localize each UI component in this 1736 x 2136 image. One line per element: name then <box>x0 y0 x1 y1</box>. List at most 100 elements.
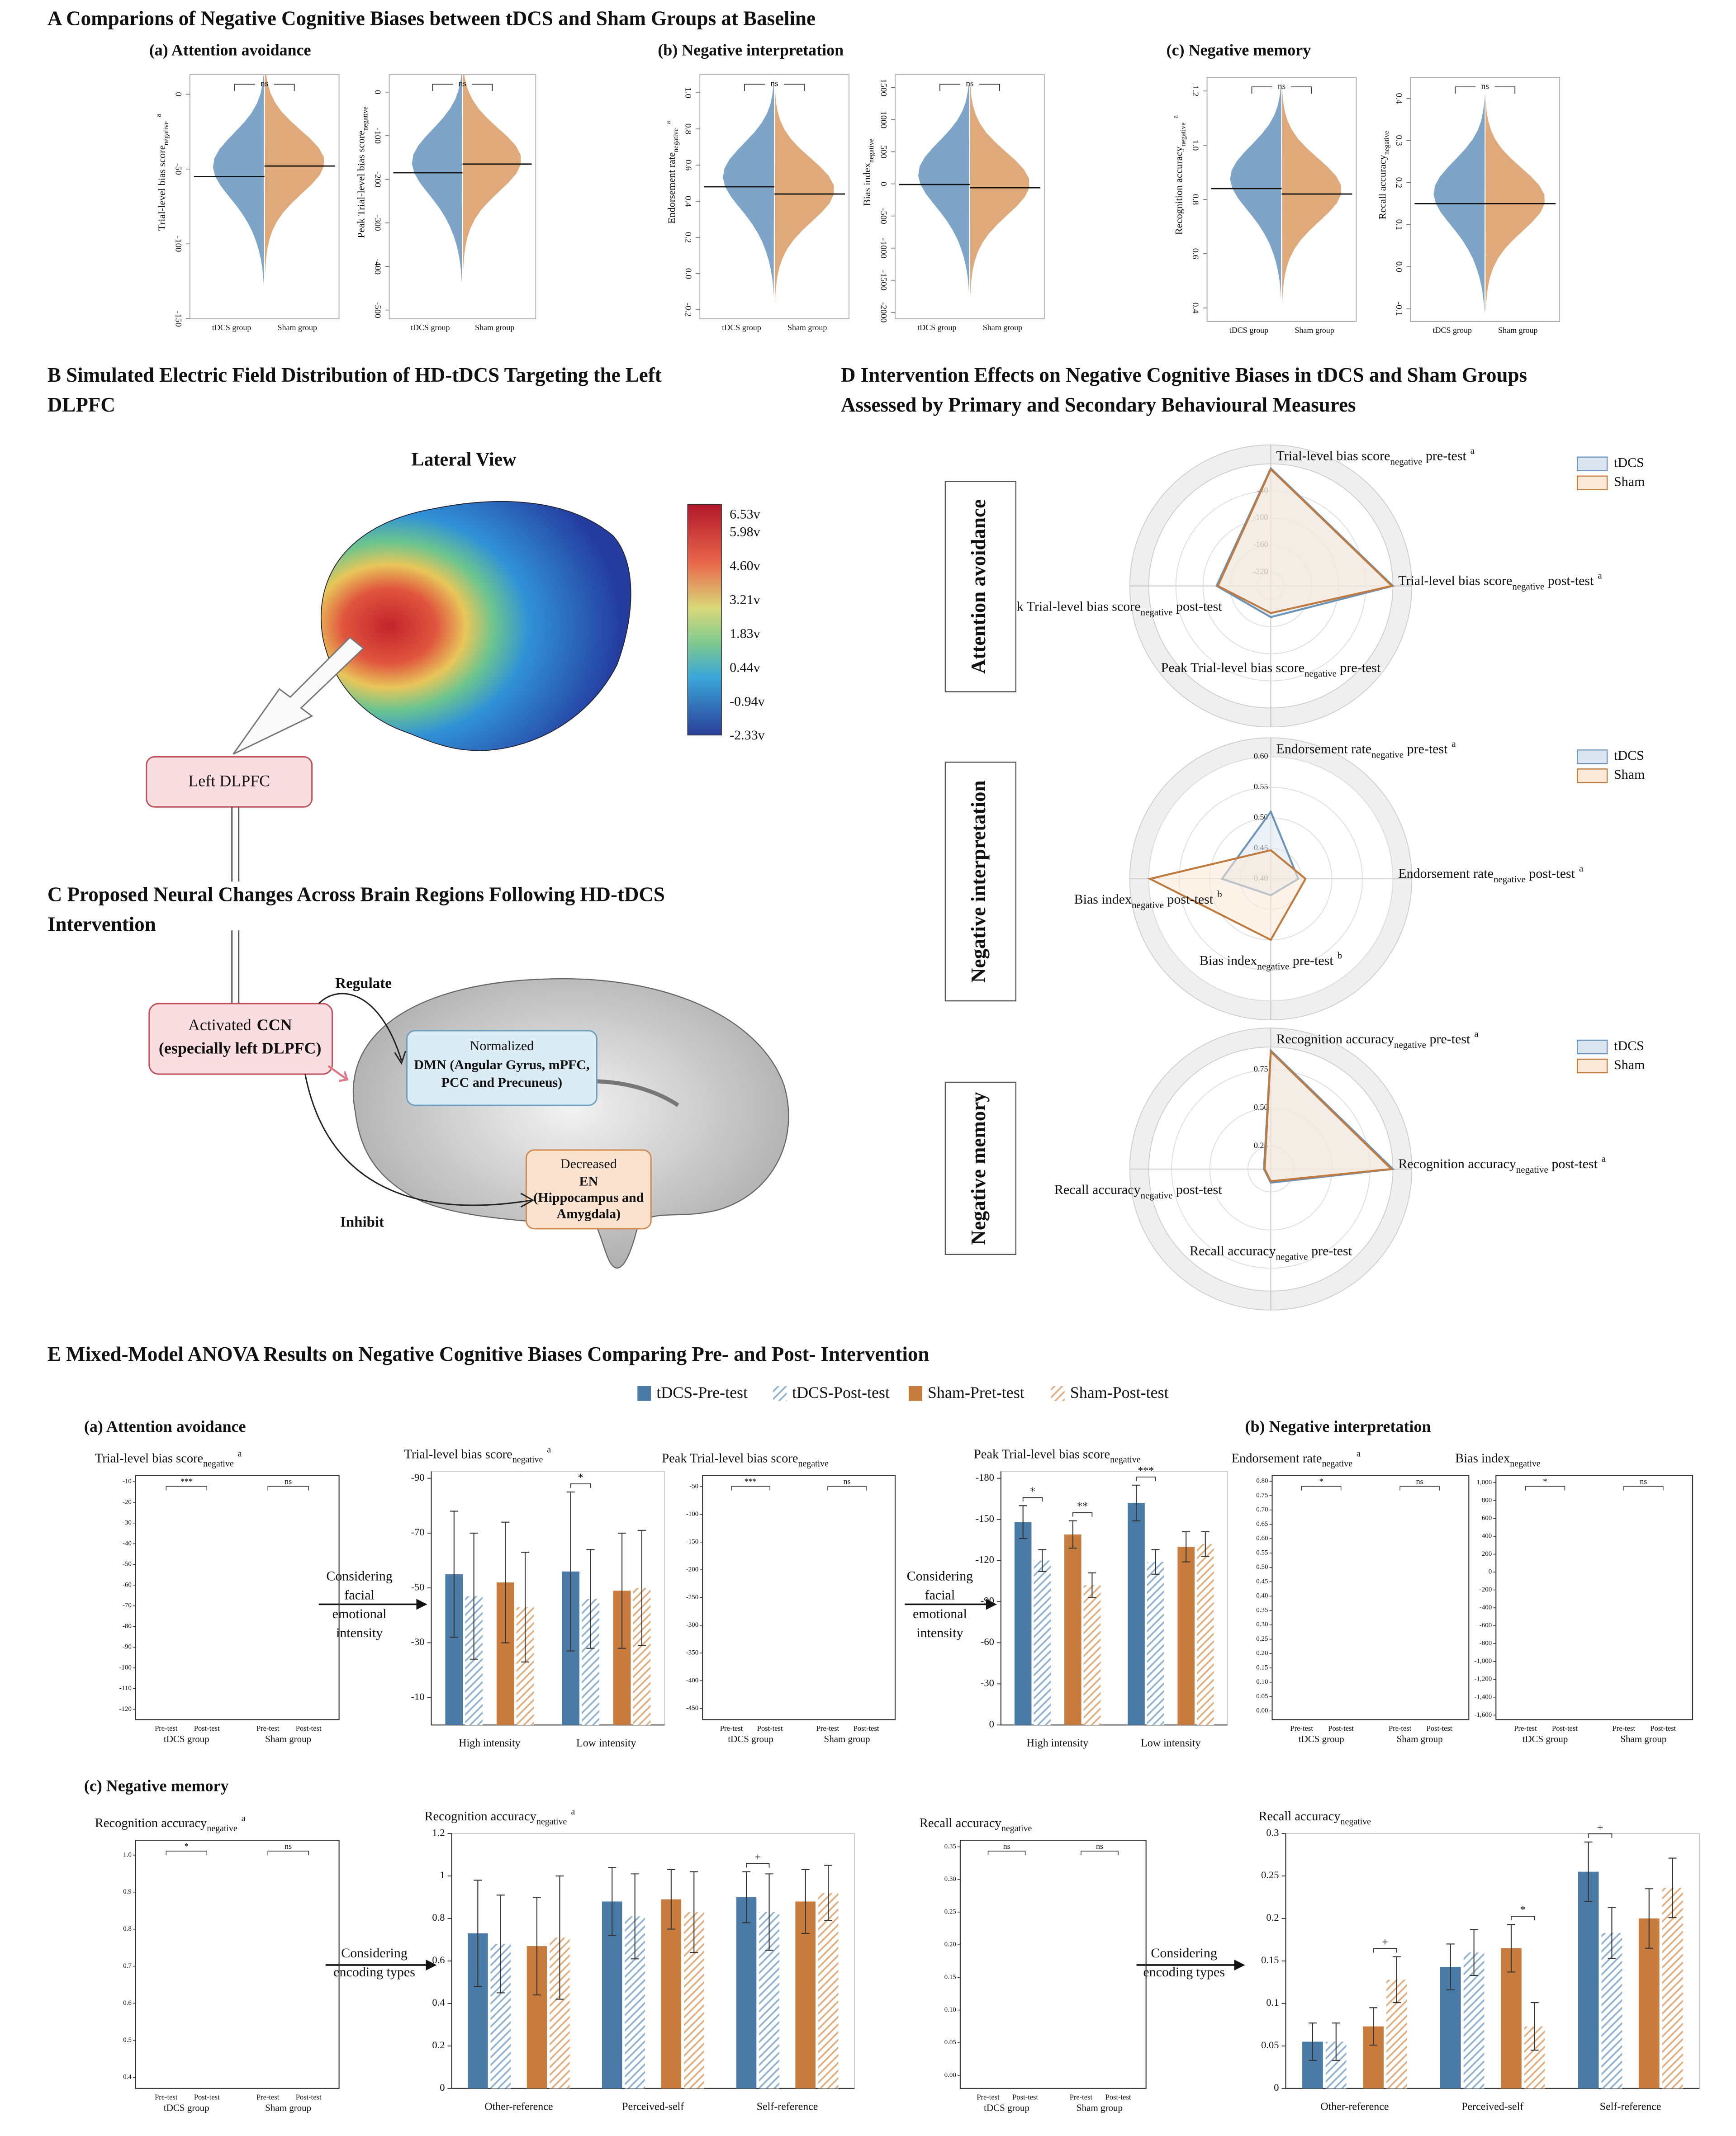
y-tick-label: 0.6 <box>432 1954 445 1965</box>
legend-swatch <box>637 1386 651 1401</box>
y-tick-label: -90 <box>981 1595 994 1606</box>
transition-label: encoding types <box>1143 1965 1225 1980</box>
section-label: (c) Negative memory <box>84 1776 229 1795</box>
y-tick-label: -110 <box>119 1685 132 1692</box>
x-tick-label: Pre-test <box>1514 1724 1537 1733</box>
axis-label: Recall accuracynegative post-test <box>1054 1182 1222 1201</box>
x-tick-label: Post-test <box>854 1724 879 1733</box>
transition-label: Considering <box>341 1946 408 1961</box>
y-tick-label: -1,000 <box>1475 1658 1492 1665</box>
y-axis-label-sup: a <box>155 114 162 117</box>
chart-title-sup: a <box>571 1807 575 1817</box>
arrow-head <box>416 1599 427 1610</box>
axis-label-text: Recall accuracy <box>1054 1182 1141 1197</box>
chart-title-sub: negative <box>207 1823 237 1833</box>
axis-label-text: Endorsement rate <box>1276 741 1372 756</box>
significance-bracket <box>267 1486 309 1491</box>
significance-bracket <box>987 1851 1026 1856</box>
en-line: Amygdala) <box>557 1207 621 1222</box>
y-tick-label: -70 <box>411 1526 425 1538</box>
y-tick-label: 0 <box>1274 2082 1279 2093</box>
x-tick-label: Self-reference <box>1600 2101 1661 2112</box>
x-tick-label: Pre-test <box>155 2093 178 2102</box>
y-tick-label: -90 <box>123 1643 132 1651</box>
y-tick-label: 0.10 <box>944 2006 956 2013</box>
y-tick-label: -2000 <box>879 302 888 322</box>
chart-title-sub: negative <box>1510 1459 1541 1468</box>
y-tick-label: 0.1 <box>1394 219 1404 230</box>
significance-label: ns <box>261 79 268 89</box>
significance-label: * <box>1319 1477 1323 1486</box>
side-label-box <box>944 1081 1017 1255</box>
bar <box>818 1893 839 2089</box>
legend-swatch <box>1576 1039 1608 1055</box>
significance-bracket <box>939 84 1000 91</box>
transition-label: emotional <box>913 1606 967 1621</box>
view-label: Lateral View <box>411 449 517 470</box>
x-tick-label: Perceived-self <box>1461 2101 1523 2112</box>
axis-label: Recognition accuracynegative pre-test a <box>1276 1028 1479 1050</box>
bar <box>736 1897 757 2089</box>
significance-bracket <box>570 1483 591 1488</box>
chart-title-sub: negative <box>1341 1817 1371 1827</box>
colorbar-label: -0.94v <box>730 694 764 709</box>
y-tick-label: 0.25 <box>944 1908 956 1915</box>
axis-label: Recall accuracynegative pre-test <box>1190 1243 1352 1262</box>
x-tick-label: Post-test <box>296 1724 322 1733</box>
chart-title-sub: negative <box>798 1459 829 1468</box>
bar <box>1177 1547 1195 1725</box>
y-tick-label: 800 <box>1482 1497 1492 1504</box>
panel-title: C Proposed Neural Changes Across Brain R… <box>47 883 665 906</box>
y-tick-label: 0.60 <box>1256 1535 1268 1542</box>
legend-label: Sham-Pret-test <box>928 1383 1025 1402</box>
legend-label: tDCS <box>1614 748 1644 763</box>
pointer-arrow <box>232 636 365 755</box>
legend-swatch <box>1576 749 1608 764</box>
legend-swatch <box>1576 1058 1608 1074</box>
y-tick-label: -450 <box>686 1705 698 1712</box>
y-tick-label: 0.4 <box>123 2074 132 2081</box>
radar-area <box>1147 849 1307 941</box>
y-tick-label: 0.6 <box>683 160 693 171</box>
axis-label-sub: negative <box>1512 581 1544 592</box>
significance-bracket <box>1588 1833 1613 1838</box>
y-tick-label: 0.4 <box>1191 303 1200 314</box>
plot-frame <box>1410 77 1561 322</box>
y-tick-label: -30 <box>411 1636 425 1648</box>
y-tick-label: 1,000 <box>1477 1479 1492 1486</box>
axis-label-text: Endorsement rate <box>1398 866 1494 881</box>
chart-title-text: Recognition accuracy <box>95 1816 207 1830</box>
y-axis-label: Peak Trial-level bias scorenegative <box>356 106 370 238</box>
axis-label: Bias indexnegative post-test b <box>1074 889 1222 910</box>
y-tick-label: 1500 <box>879 79 888 96</box>
inhibit-arrow <box>304 1074 532 1206</box>
axis-label-sub: negative <box>1132 900 1164 910</box>
chart-title-text: Bias index <box>1455 1451 1510 1465</box>
panel-title: Assessed by Primary and Secondary Behavi… <box>841 393 1356 416</box>
y-tick-label: -90 <box>411 1472 425 1483</box>
brain-sagittal <box>148 978 789 1269</box>
panel-title: Intervention <box>47 913 156 935</box>
colorbar <box>687 504 722 736</box>
y-axis-label: Trial-level bias scorenegative a <box>155 114 170 231</box>
axis-label-sub: negative <box>1516 1164 1548 1175</box>
y-tick-label: -0.2 <box>683 303 693 317</box>
legend-swatch <box>1051 1386 1065 1401</box>
brain-surface <box>321 501 631 751</box>
axis-label-sup: a <box>1579 863 1584 874</box>
legend-label: tDCS-Post-test <box>792 1383 890 1402</box>
axis-label: Endorsement ratenegative post-test a <box>1398 863 1584 885</box>
y-axis-label-sub: negative <box>162 121 170 145</box>
significance-bracket <box>1251 86 1312 94</box>
side-label: Negative memory <box>967 1092 990 1245</box>
axis-label-sub: negative <box>1141 1190 1173 1201</box>
axis-label-text: Peak Trial-level bias score <box>1161 660 1304 675</box>
x-tick-label: tDCS group <box>1229 326 1268 335</box>
chart-title: Trial-level bias scorenegative a <box>404 1445 551 1464</box>
y-tick-label: 600 <box>1482 1515 1492 1522</box>
legend-label: Sham <box>1614 1057 1645 1072</box>
y-tick-label: -70 <box>123 1602 132 1609</box>
y-tick-label: -200 <box>1480 1586 1492 1593</box>
r-tick-label: 0.75 <box>1254 1065 1268 1074</box>
